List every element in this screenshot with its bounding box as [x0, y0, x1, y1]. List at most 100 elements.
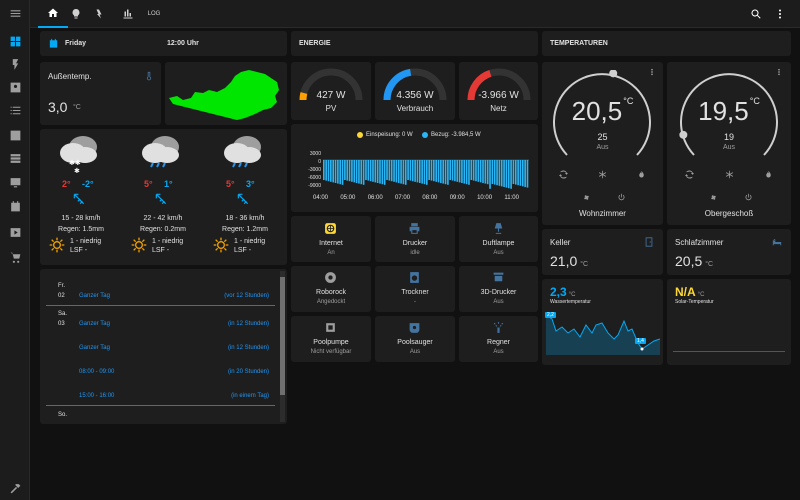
flash-icon — [96, 9, 102, 19]
outside-temp-unit: °C — [73, 104, 81, 111]
sidebar-item-media[interactable] — [5, 172, 25, 192]
button-name: Roborock — [316, 289, 346, 296]
calendar-event-title[interactable]: Ganzer Tag — [79, 321, 110, 327]
printer-icon — [409, 223, 420, 234]
snowflake-icon[interactable] — [725, 166, 734, 184]
forecast-day: 5° 3° 18 - 36 km/h Regen: 1.2mm 1 - nied… — [204, 129, 286, 265]
button-printer[interactable]: Drucker idle — [375, 216, 455, 262]
gauge-value: -3.966 W — [478, 90, 519, 101]
austria-map-card[interactable] — [165, 62, 287, 125]
legend-feed-in[interactable]: Einspeisung: 0 W — [357, 132, 413, 138]
energy-bar — [463, 160, 466, 184]
sync-icon[interactable] — [685, 166, 694, 184]
energy-bar — [484, 160, 487, 184]
button-diffuser-lamp[interactable]: Duftlampe Aus — [459, 216, 538, 262]
thermostat-mode-row — [559, 166, 646, 184]
fan-icon[interactable] — [582, 189, 591, 207]
flash-icon — [12, 58, 18, 70]
button-name: Poolsauger — [397, 339, 433, 346]
sidebar-item-map[interactable] — [5, 77, 25, 97]
sensor-value: 21,0 °C — [550, 253, 589, 269]
thermostat-dial[interactable] — [552, 70, 652, 170]
power-icon[interactable] — [617, 189, 626, 207]
thermostat-card-upper-floor[interactable]: 19,5°C 19 Aus Obergeschoß — [667, 62, 791, 225]
x-tick: 06:00 — [367, 195, 383, 201]
energy-bar — [423, 160, 426, 185]
forecast-rain: Regen: 1.2mm — [222, 226, 268, 233]
energy-bar — [454, 160, 456, 182]
austria-map — [169, 70, 279, 120]
fan-icon[interactable] — [709, 189, 718, 207]
thermostat-dial[interactable] — [679, 70, 779, 170]
outside-temp-card[interactable]: Außentemp. 3,0 °C — [40, 62, 161, 125]
fire-icon[interactable] — [764, 166, 773, 184]
bar-chart-icon — [123, 9, 133, 19]
gauge-card-pv[interactable]: 427 W PV — [291, 62, 371, 120]
button-3d-printer[interactable]: 3D-Drucker Aus — [459, 266, 538, 312]
menu-icon[interactable] — [5, 3, 25, 23]
sidebar-item-overview[interactable] — [5, 31, 25, 51]
button-dryer[interactable]: Trockner - — [375, 266, 455, 312]
thermostat-card-living-room[interactable]: 20,5°C 25 Aus Wohnzimmer — [542, 62, 663, 225]
sensor-card-bedroom[interactable]: Schlafzimmer 20,5 °C — [667, 229, 791, 275]
sidebar-item-developer-tools[interactable] — [5, 478, 25, 498]
dots-vertical-icon[interactable] — [648, 67, 656, 77]
energy-bar — [477, 160, 480, 182]
legend-consumption[interactable]: Bezug: -3.984,5 W — [422, 132, 481, 138]
power-icon[interactable] — [744, 189, 753, 207]
sidebar-item-calendar[interactable] — [5, 196, 25, 216]
calendar-scrollbar[interactable] — [280, 271, 285, 422]
gauge-card-consumption[interactable]: 4.356 W Verbrauch — [375, 62, 455, 120]
energy-bar — [381, 160, 384, 185]
tab-log[interactable]: LOG — [147, 11, 161, 17]
button-name: Trockner — [401, 289, 429, 296]
dots-vertical-icon[interactable] — [775, 67, 783, 77]
energy-bar — [372, 160, 374, 182]
weather-forecast-card[interactable]: ✱✱ ✱ 2° -2° 15 - 28 km/h Regen: 1.5mm 1 -… — [40, 129, 287, 265]
outside-temp-value: 3,0 — [48, 99, 68, 115]
button-internet[interactable]: Internet An — [291, 216, 371, 262]
search-button[interactable] — [748, 0, 764, 28]
button-pool-pump[interactable]: Poolpumpe Nicht verfügbar — [291, 316, 371, 362]
lightbulb-icon — [72, 9, 80, 19]
sidebar-item-logbook[interactable] — [5, 100, 25, 120]
sidebar-item-entities[interactable] — [5, 148, 25, 168]
energy-bar — [339, 160, 342, 185]
solar-temp-card[interactable]: N/A °C Solar-Temperatur — [667, 279, 791, 365]
energy-bar — [472, 160, 475, 181]
button-state: Aus — [493, 299, 504, 305]
calendar-event-title[interactable]: 08:00 - 09:00 — [79, 369, 115, 375]
sidebar-item-energy[interactable] — [5, 54, 25, 74]
button-pool-cleaner[interactable]: Poolsauger Aus — [375, 316, 455, 362]
tab-lights[interactable] — [68, 0, 84, 28]
y-tick: -3000 — [308, 167, 321, 173]
more-menu-button[interactable] — [774, 0, 786, 28]
calendar-event-title[interactable]: 15:00 - 16:00 — [79, 393, 115, 399]
sync-icon[interactable] — [559, 166, 568, 184]
snowflake-icon[interactable] — [598, 166, 607, 184]
lamp-icon — [494, 223, 503, 234]
tab-home[interactable] — [38, 0, 68, 28]
button-sprinkler[interactable]: Regner Aus — [459, 316, 538, 362]
energy-chart-card[interactable]: Einspeisung: 0 W Bezug: -3.984,5 W 3000 … — [291, 124, 538, 212]
gauge-value: 427 W — [316, 90, 346, 101]
tab-energy[interactable] — [92, 0, 108, 28]
gauge-card-grid[interactable]: -3.966 W Netz — [459, 62, 538, 120]
energy-bar — [355, 160, 358, 183]
hammer-icon — [10, 483, 20, 493]
tab-statistics[interactable] — [120, 0, 136, 28]
sensor-card-basement[interactable]: Keller 21,0 °C — [542, 229, 663, 275]
water-temp-card[interactable]: 2,3 °C Wassertemperatur 2,2 1,4 — [542, 279, 663, 365]
calendar-event-title[interactable]: Ganzer Tag — [79, 345, 110, 351]
sidebar-item-shopping-list[interactable] — [5, 247, 25, 267]
energy-bar — [337, 160, 339, 184]
snow-cloud-icon: ✱✱✱ — [60, 136, 97, 173]
button-roborock[interactable]: Roborock Angedockt — [291, 266, 371, 312]
door-icon — [645, 237, 653, 247]
sidebar-item-history[interactable] — [5, 125, 25, 145]
fire-icon[interactable] — [637, 166, 646, 184]
sidebar-item-media-browser[interactable] — [5, 222, 25, 242]
x-tick: 10:00 — [477, 195, 493, 201]
graph-baseline — [673, 351, 785, 352]
calendar-event-title[interactable]: Ganzer Tag — [79, 293, 110, 299]
